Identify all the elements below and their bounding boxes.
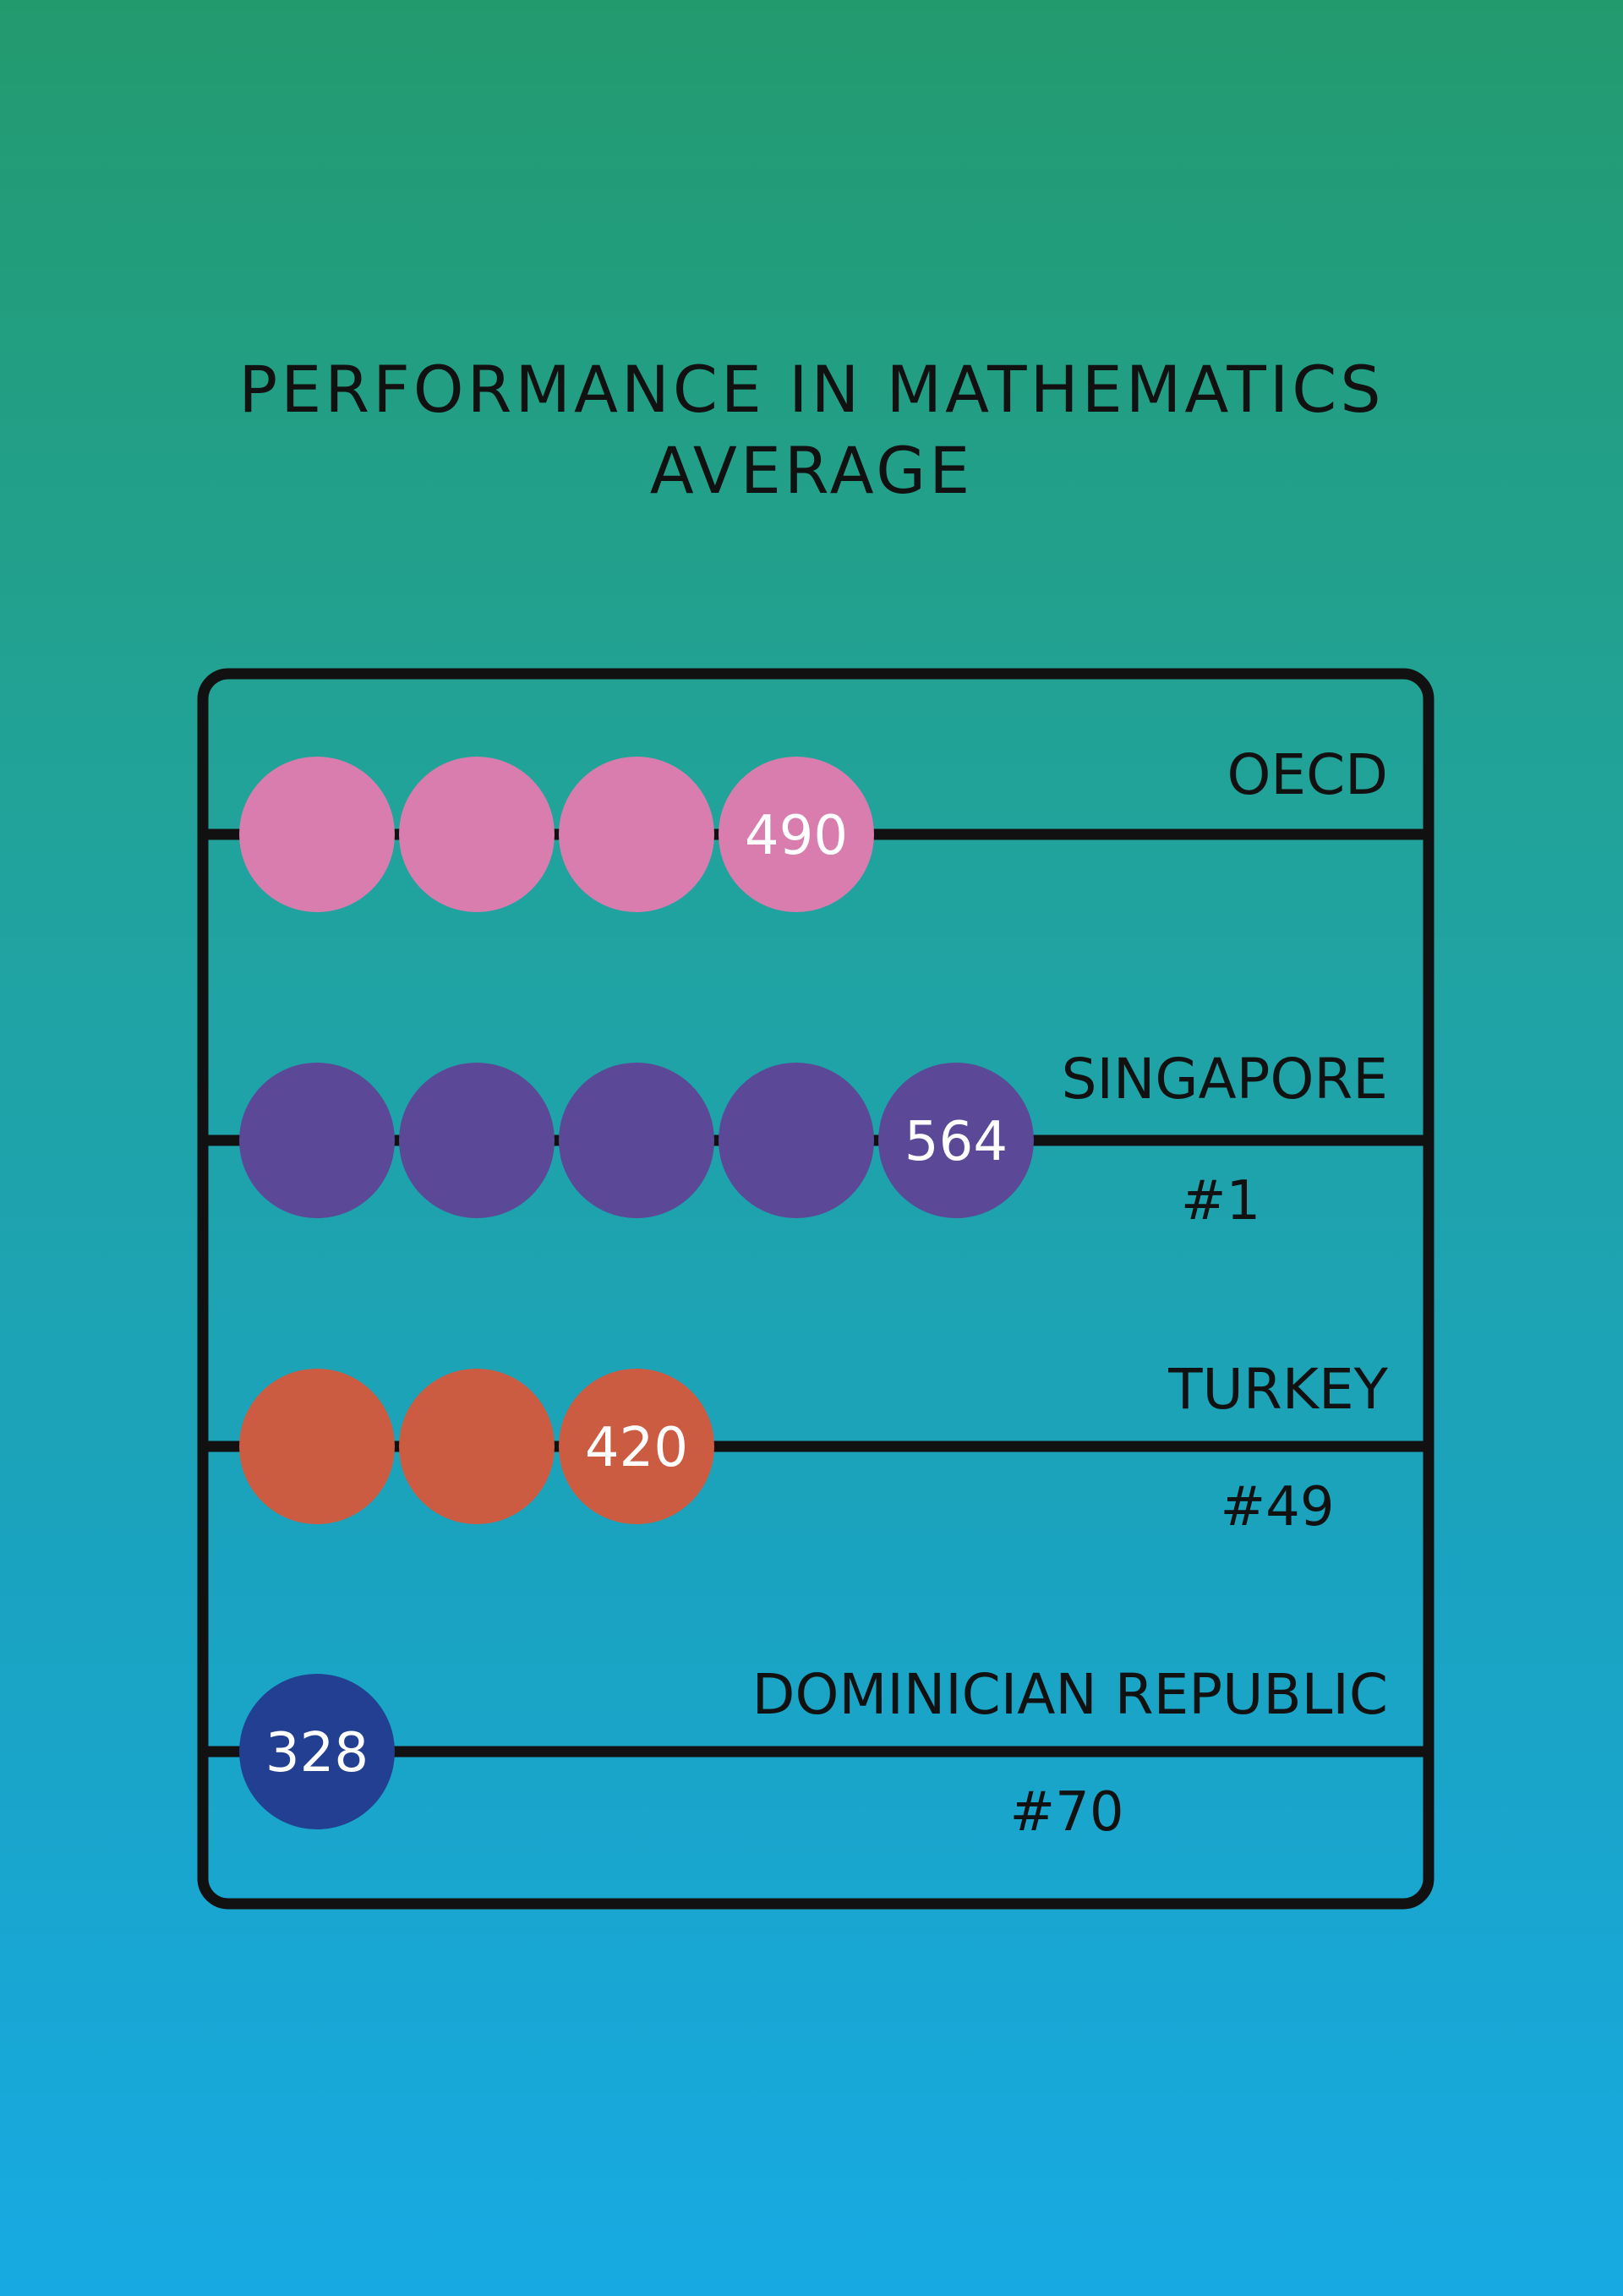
bead-value-label: 490 xyxy=(745,805,848,867)
chart-title-line-2: AVERAGE xyxy=(650,433,973,508)
abacus-row-2: 420 TURKEY #49 xyxy=(203,1357,1429,1539)
abacus-bead xyxy=(878,1063,1034,1218)
row-category-label: DOMINICIAN REPUBLIC xyxy=(752,1662,1388,1727)
bead-value-label: 420 xyxy=(585,1417,688,1479)
abacus-bead xyxy=(399,1063,555,1218)
abacus-rows: 490 OECD 564 SINGAPORE #1 420 TURKEY #49 328 DOMI… xyxy=(203,742,1429,1844)
abacus-bead xyxy=(399,757,555,912)
abacus-bead xyxy=(239,1674,395,1829)
abacus-bead xyxy=(239,1369,395,1524)
abacus-bead xyxy=(559,1063,714,1218)
row-rank-label: #1 xyxy=(1181,1170,1260,1233)
abacus-bead xyxy=(719,757,874,912)
bead-value-label: 564 xyxy=(904,1111,1008,1173)
row-rank-label: #70 xyxy=(1009,1781,1123,1844)
row-category-label: OECD xyxy=(1227,742,1388,807)
abacus-bead xyxy=(239,1063,395,1218)
abacus-bead xyxy=(239,757,395,912)
abacus-row-0: 490 OECD xyxy=(203,742,1429,912)
abacus-row-1: 564 SINGAPORE #1 xyxy=(203,1047,1429,1233)
abacus-bead xyxy=(719,1063,874,1218)
chart-title-line-1: PERFORMANCE IN MATHEMATICS xyxy=(238,352,1384,427)
abacus-bead xyxy=(559,757,714,912)
abacus-frame xyxy=(197,668,1434,1910)
abacus-row-3: 328 DOMINICIAN REPUBLIC #70 xyxy=(203,1662,1429,1844)
row-category-label: TURKEY xyxy=(1167,1357,1388,1422)
row-rank-label: #49 xyxy=(1220,1476,1334,1539)
abacus-bead xyxy=(559,1369,714,1524)
bead-value-label: 328 xyxy=(265,1722,369,1785)
abacus-bead xyxy=(399,1369,555,1524)
row-category-label: SINGAPORE xyxy=(1062,1047,1388,1112)
